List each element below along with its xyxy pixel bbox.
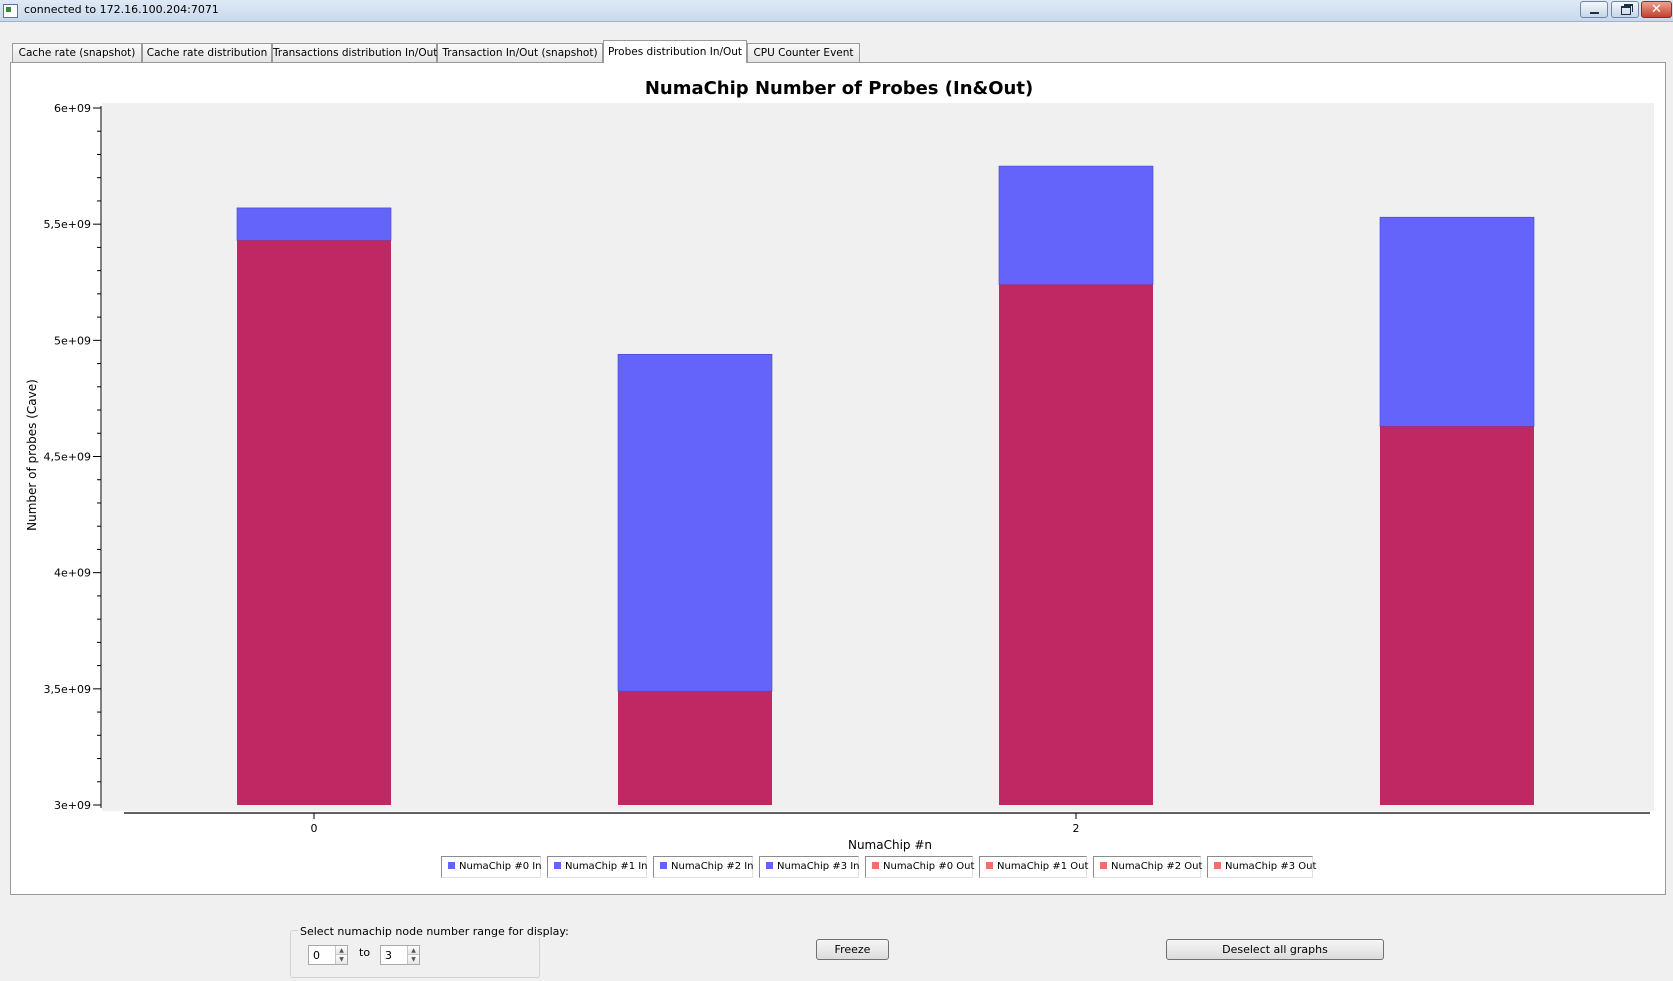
bar-out-segment xyxy=(237,240,391,805)
restore-button[interactable] xyxy=(1611,1,1639,18)
y-tick-label: 5e+09 xyxy=(54,334,91,347)
x-tick-label: 2 xyxy=(1073,822,1080,835)
legend-swatch xyxy=(986,862,993,869)
range-to-value: 3 xyxy=(385,949,392,962)
legend-label: NumaChip #1 In xyxy=(565,861,648,872)
legend-swatch xyxy=(1214,862,1221,869)
tab-cache-rate-snapshot[interactable]: Cache rate (snapshot) xyxy=(12,43,142,62)
minimize-button[interactable] xyxy=(1580,1,1608,18)
spin-up-icon[interactable]: ▲ xyxy=(335,946,347,955)
legend-label: NumaChip #3 In xyxy=(777,861,860,872)
bar-in-segment xyxy=(236,207,392,241)
legend-label: NumaChip #2 In xyxy=(671,861,754,872)
range-from-value: 0 xyxy=(313,949,320,962)
legend-label: NumaChip #3 Out xyxy=(1225,861,1317,872)
legend-item[interactable]: NumaChip #3 In xyxy=(759,856,860,878)
tab-transaction-snapshot[interactable]: Transaction In/Out (snapshot) xyxy=(437,43,603,62)
spin-down-icon[interactable]: ▼ xyxy=(407,955,419,964)
x-tick-label: 0 xyxy=(311,822,318,835)
window-titlebar: connected to 172.16.100.204:7071 ✕ xyxy=(0,0,1673,22)
legend-swatch xyxy=(766,862,773,869)
legend-label: NumaChip #0 Out xyxy=(883,861,975,872)
bar-out-segment xyxy=(999,284,1153,805)
legend-swatch xyxy=(872,862,879,869)
tab-cpu-counter-event[interactable]: CPU Counter Event xyxy=(747,43,860,62)
legend-item[interactable]: NumaChip #1 Out xyxy=(979,856,1089,878)
legend-item[interactable]: NumaChip #3 Out xyxy=(1207,856,1317,878)
tab-transactions-distribution[interactable]: Transactions distribution In/Out xyxy=(272,43,437,62)
tab-probes-distribution[interactable]: Probes distribution In/Out xyxy=(603,40,747,63)
range-to-label: to xyxy=(359,946,371,959)
y-tick-label: 5,5e+09 xyxy=(44,218,91,231)
bar-out-segment xyxy=(1380,426,1534,805)
deselect-all-button[interactable]: Deselect all graphs xyxy=(1166,939,1384,960)
bar-in-segment xyxy=(1379,216,1535,427)
legend-item[interactable]: NumaChip #2 Out xyxy=(1093,856,1203,878)
legend-item[interactable]: NumaChip #2 In xyxy=(653,856,754,878)
y-axis: 3e+09 3,5e+09 4e+09 4,5e+09 5e+09 5,5e+09 6e+0… xyxy=(44,102,102,812)
legend-swatch xyxy=(554,862,561,869)
legend-swatch xyxy=(1100,862,1107,869)
minimize-icon xyxy=(1590,12,1599,14)
y-tick-label: 3e+09 xyxy=(54,799,91,812)
restore-icon xyxy=(1624,4,1633,12)
freeze-button[interactable]: Freeze xyxy=(816,939,889,960)
y-tick-label: 6e+09 xyxy=(54,102,91,115)
legend-swatch xyxy=(448,862,455,869)
app-icon xyxy=(3,4,18,18)
spin-down-icon[interactable]: ▼ xyxy=(335,955,347,964)
legend-item[interactable]: NumaChip #1 In xyxy=(547,856,648,878)
legend-item[interactable]: NumaChip #0 Out xyxy=(865,856,975,878)
bar-in-segment xyxy=(617,353,773,692)
y-tick-label: 3,5e+09 xyxy=(44,683,91,696)
y-tick-label: 4,5e+09 xyxy=(44,451,91,464)
bar-out-segment xyxy=(618,691,772,805)
range-from-spinbox[interactable]: 0 ▲ ▼ xyxy=(308,945,348,965)
range-label: Select numachip node number range for di… xyxy=(298,925,571,938)
legend-swatch xyxy=(660,862,667,869)
spin-up-icon[interactable]: ▲ xyxy=(407,946,419,955)
y-axis-label: Number of probes (Cave) xyxy=(25,379,39,531)
bars xyxy=(236,165,1535,805)
legend-label: NumaChip #2 Out xyxy=(1111,861,1203,872)
range-to-spinbox[interactable]: 3 ▲ ▼ xyxy=(380,945,420,965)
y-tick-label: 4e+09 xyxy=(54,567,91,580)
legend-item[interactable]: NumaChip #0 In xyxy=(441,856,542,878)
bar-in-segment xyxy=(998,165,1154,285)
legend-label: NumaChip #1 Out xyxy=(997,861,1089,872)
tab-cache-rate-distribution[interactable]: Cache rate distribution xyxy=(142,43,272,62)
chart-title: NumaChip Number of Probes (In&Out) xyxy=(644,78,1034,99)
close-icon: ✕ xyxy=(1651,2,1662,17)
x-axis-label: NumaChip #n xyxy=(847,838,933,852)
legend-label: NumaChip #0 In xyxy=(459,861,542,872)
close-button[interactable]: ✕ xyxy=(1641,1,1672,18)
window-title: connected to 172.16.100.204:7071 xyxy=(24,3,219,16)
